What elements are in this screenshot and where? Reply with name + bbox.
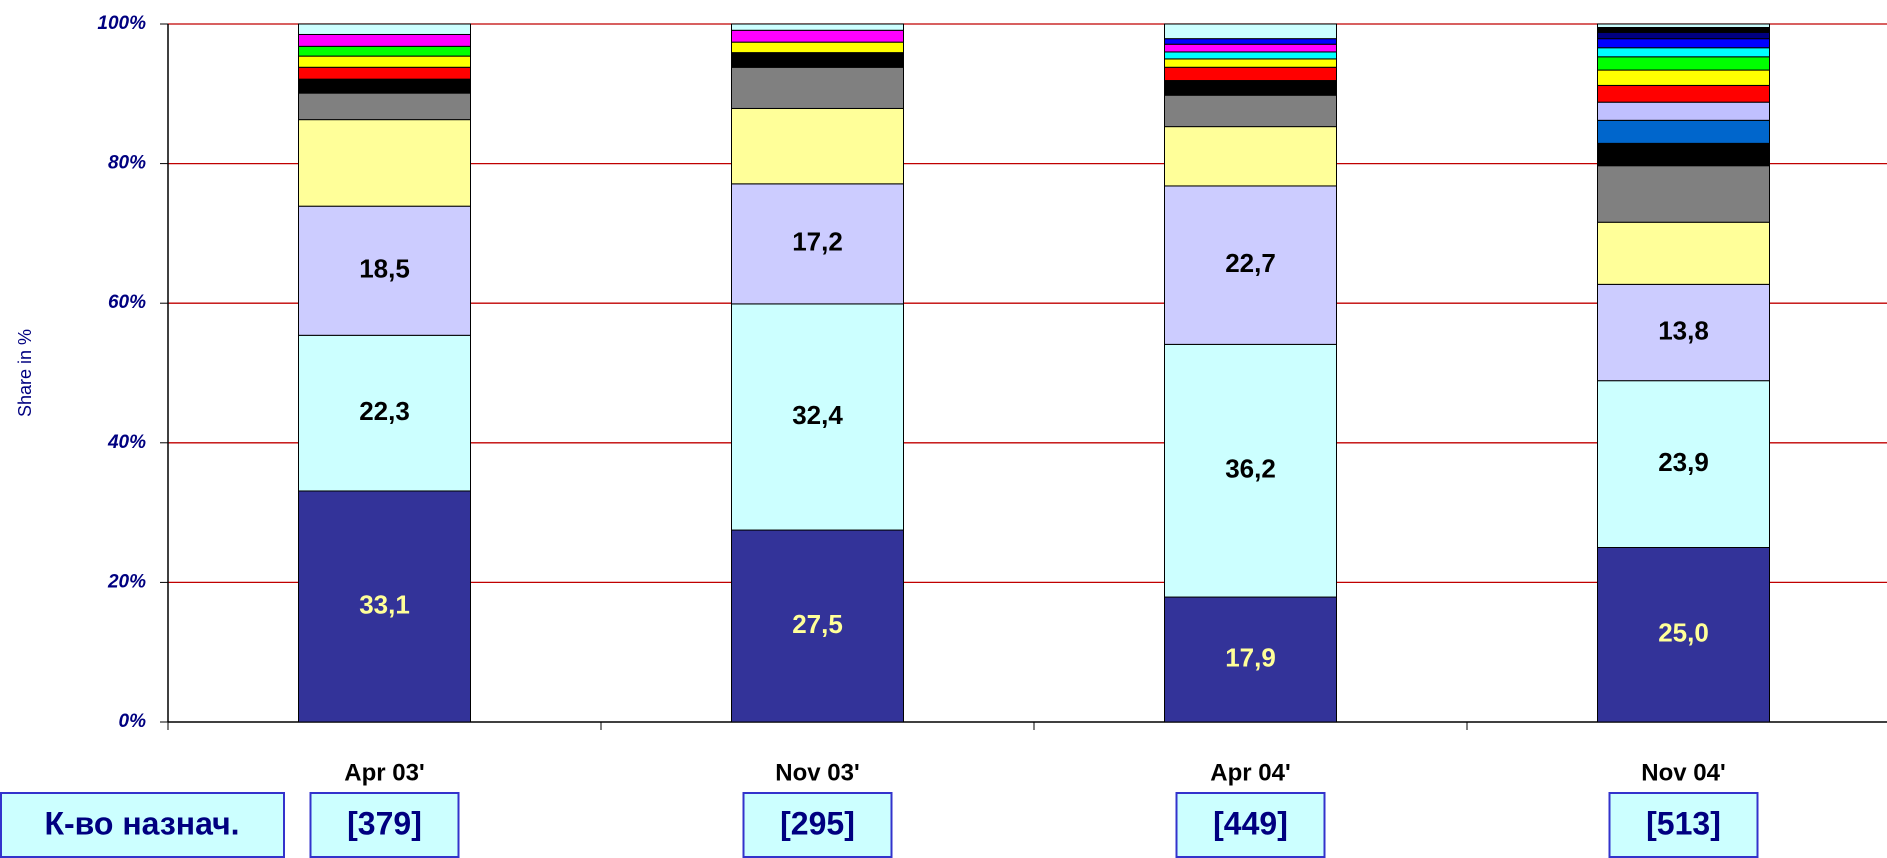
bar-segment <box>298 45 471 57</box>
bar-segment <box>298 92 471 121</box>
bar-segment <box>731 66 904 109</box>
bar-segment <box>731 52 904 68</box>
bar-segment <box>731 29 904 43</box>
y-tick-label: 100% <box>97 13 146 34</box>
bar-segment <box>1597 69 1770 86</box>
bar-segment <box>1597 84 1770 103</box>
bar-segment <box>298 334 471 492</box>
bar-segment <box>1164 23 1337 40</box>
bar-segment <box>298 23 471 35</box>
count-box <box>1608 792 1759 858</box>
bar-segment <box>1597 47 1770 58</box>
count-value: [295] <box>780 805 855 841</box>
count-box <box>309 792 460 858</box>
bar-segment <box>1597 221 1770 285</box>
bar-segment <box>1164 38 1337 45</box>
bar-segment <box>1164 51 1337 60</box>
bar-segment <box>298 490 471 723</box>
data-label: 13,8 <box>1658 315 1709 345</box>
bar-segment <box>1597 56 1770 71</box>
data-label: 18,5 <box>359 254 410 284</box>
data-label: 33,1 <box>359 589 410 619</box>
bar-segment <box>1597 380 1770 549</box>
count-label: К-во назнач. <box>44 805 239 841</box>
bar-segment <box>1164 343 1337 598</box>
count-box <box>1175 792 1326 858</box>
y-tick-label: 20% <box>107 571 146 592</box>
bar-segment <box>1597 26 1770 33</box>
bar-segment <box>731 41 904 54</box>
bar-segment <box>731 529 904 723</box>
y-tick-label: 0% <box>119 711 147 732</box>
data-label: 36,2 <box>1225 454 1276 484</box>
y-tick-label: 60% <box>108 292 146 313</box>
bar-segment <box>1597 283 1770 382</box>
bar-segment <box>1164 80 1337 96</box>
bar-segment <box>731 107 904 185</box>
bar-segment <box>731 23 904 31</box>
bar-segment <box>1597 165 1770 223</box>
bar-segment <box>1597 23 1770 28</box>
bar-segment <box>731 183 904 305</box>
bar-segment <box>298 78 471 94</box>
data-label: 17,9 <box>1225 642 1276 672</box>
bar-segment <box>1164 596 1337 723</box>
x-tick-label: Apr 03' <box>344 759 424 786</box>
data-label: 17,2 <box>792 227 843 257</box>
bar-segment <box>298 205 471 336</box>
bar-segment <box>1164 43 1337 53</box>
bar-segment <box>1164 66 1337 82</box>
count-value: [379] <box>347 805 422 841</box>
count-label-box <box>0 792 285 858</box>
x-tick-label: Nov 03' <box>775 759 859 786</box>
bar-segment <box>1597 31 1770 40</box>
data-label: 27,5 <box>792 609 843 639</box>
bar-segment <box>1164 58 1337 68</box>
y-axis-title: Share in % <box>15 329 35 417</box>
x-tick-label: Apr 04' <box>1210 759 1290 786</box>
count-value: [513] <box>1646 805 1721 841</box>
count-box <box>742 792 893 858</box>
bar-segment <box>298 66 471 80</box>
y-tick-label: 80% <box>108 153 146 174</box>
data-label: 32,4 <box>792 400 843 430</box>
data-label: 23,9 <box>1658 447 1709 477</box>
bar-segment <box>298 119 471 207</box>
count-value: [449] <box>1213 805 1288 841</box>
data-label: 25,0 <box>1658 618 1709 648</box>
data-label: 22,3 <box>359 396 410 426</box>
data-label: 22,7 <box>1225 248 1276 278</box>
bar-segment <box>1597 142 1770 167</box>
bar-segment <box>1164 185 1337 345</box>
bar-segment <box>1164 94 1337 128</box>
x-tick-label: Nov 04' <box>1641 759 1725 786</box>
bar-segment <box>1597 119 1770 144</box>
bar-segment <box>1597 38 1770 49</box>
bar-segment <box>298 33 471 47</box>
bar-segment <box>298 55 471 68</box>
y-tick-label: 40% <box>107 432 146 453</box>
bar-segment <box>1597 547 1770 723</box>
bar-segment <box>1164 126 1337 187</box>
bar-segment <box>1597 101 1770 121</box>
